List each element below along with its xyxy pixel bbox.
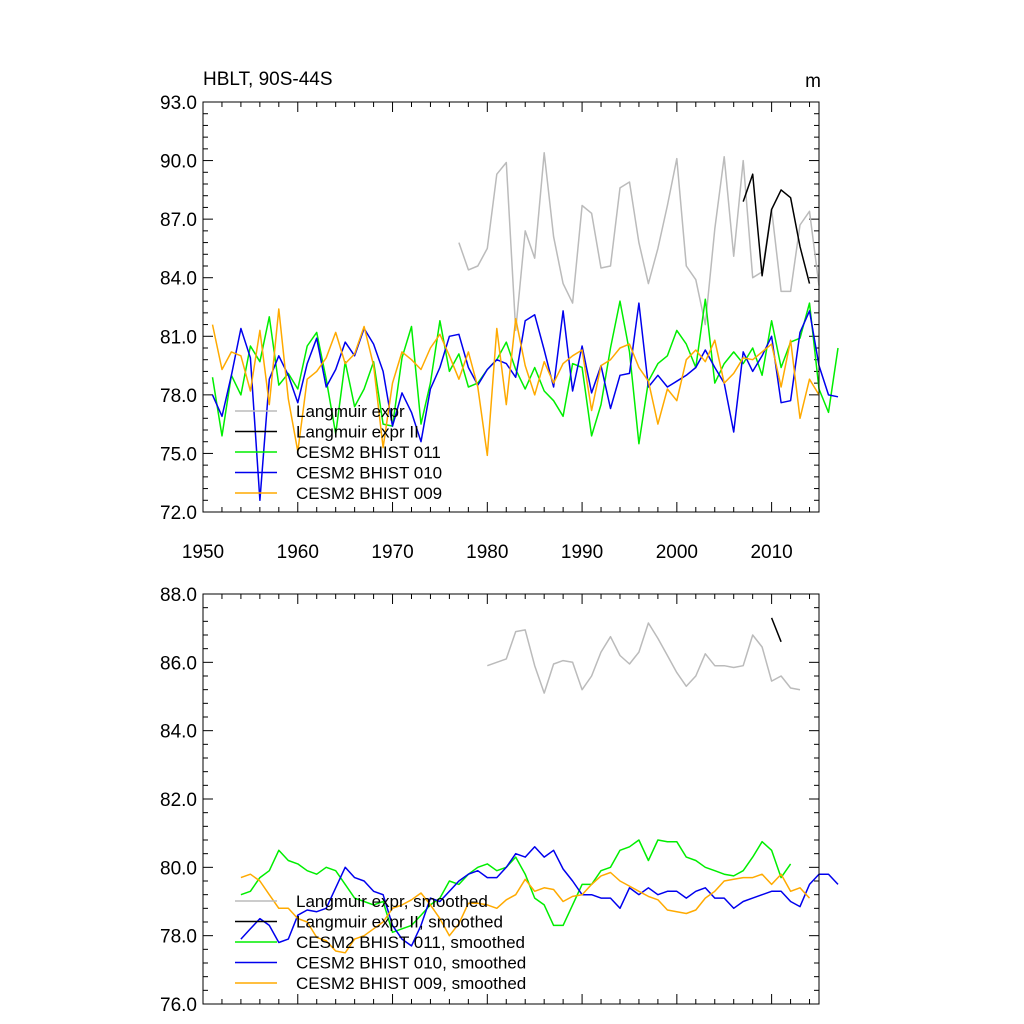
y-tick-label: 80.0 xyxy=(160,858,197,879)
top-series-lines xyxy=(211,152,839,502)
legend-label-3: CESM2 BHIST 010, smoothed xyxy=(296,954,526,973)
bottom-panel: 76.0 78.0 80.0 82.0 84.0 86.0 88.0 Langmuir ex… xyxy=(160,585,839,1016)
series-line-0 xyxy=(487,622,801,694)
x-tick-label: 1970 xyxy=(371,542,413,563)
y-tick-label: 93.0 xyxy=(160,93,197,114)
legend-label-0: Langmuir expr, smoothed xyxy=(296,892,488,911)
series-line-4 xyxy=(240,871,811,954)
y-tick-label: 78.0 xyxy=(160,386,197,407)
bottom-series-lines xyxy=(240,617,839,954)
y-tick-label: 81.0 xyxy=(160,327,197,348)
legend-label-4: CESM2 BHIST 009, smoothed xyxy=(296,974,526,993)
y-tick-label: 82.0 xyxy=(160,790,197,811)
legend-label-1: Langmuir expr II xyxy=(296,423,419,442)
legend-label-2: CESM2 BHIST 011 xyxy=(296,443,441,462)
legend-label-4: CESM2 BHIST 009 xyxy=(296,484,442,503)
y-tick-label: 88.0 xyxy=(160,585,197,606)
series-line-3 xyxy=(211,302,839,502)
y-tick-label: 76.0 xyxy=(160,995,197,1016)
y-tick-label: 78.0 xyxy=(160,927,197,948)
x-tick-label: 1950 xyxy=(182,542,224,563)
bottom-plot-frame xyxy=(202,593,820,1005)
legend-label-1: Langmuir expr II, smoothed xyxy=(296,913,503,932)
top-axis-ticks: 72.0 75.0 78.0 81.0 84.0 87.0 90.0 93.0 1950 1960… xyxy=(160,93,819,563)
units-label: m xyxy=(805,71,821,92)
series-line-2 xyxy=(211,298,839,445)
series-line-3 xyxy=(240,846,839,947)
legend-label-0: Langmuir expr xyxy=(296,402,405,421)
y-tick-label: 72.0 xyxy=(160,503,197,524)
y-tick-label: 75.0 xyxy=(160,444,197,465)
series-line-0 xyxy=(458,152,820,332)
y-tick-label: 84.0 xyxy=(160,722,197,743)
legend-label-2: CESM2 BHIST 011, smoothed xyxy=(296,933,525,952)
top-panel: HBLT, 90S-44S m 72.0 75.0 78.0 81.0 84.0 87.0… xyxy=(160,69,839,563)
bottom-legend: Langmuir expr, smoothed Langmuir expr II,… xyxy=(235,892,526,993)
top-plot-frame xyxy=(202,101,820,513)
y-tick-label: 86.0 xyxy=(160,653,197,674)
y-tick-label: 84.0 xyxy=(160,269,197,290)
bottom-axis-ticks: 76.0 78.0 80.0 82.0 84.0 86.0 88.0 xyxy=(160,585,819,1016)
y-tick-label: 90.0 xyxy=(160,152,197,173)
x-tick-label: 2010 xyxy=(750,542,792,563)
series-line-2 xyxy=(240,839,792,934)
series-line-1 xyxy=(770,617,782,643)
legend-label-3: CESM2 BHIST 010 xyxy=(296,464,442,483)
y-tick-label: 87.0 xyxy=(160,210,197,231)
chart-title: HBLT, 90S-44S xyxy=(203,69,333,90)
x-tick-label: 1990 xyxy=(561,542,603,563)
x-tick-label: 1980 xyxy=(466,542,508,563)
x-tick-label: 2000 xyxy=(656,542,698,563)
series-line-1 xyxy=(742,173,811,284)
series-line-4 xyxy=(211,308,820,457)
x-tick-label: 1960 xyxy=(277,542,319,563)
